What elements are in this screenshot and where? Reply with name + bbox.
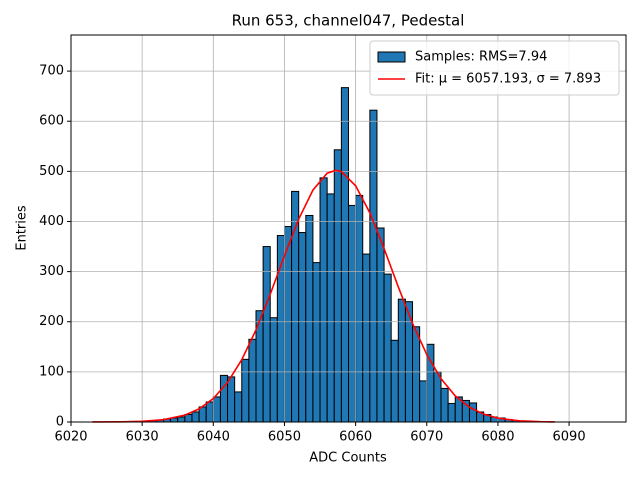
histogram-bar: [283, 225, 293, 423]
histogram-bar: [262, 246, 271, 423]
histogram-bar: [355, 194, 364, 423]
x-tick-label: 6070: [410, 430, 443, 445]
histogram-bar: [397, 298, 406, 423]
histogram-bar: [319, 177, 328, 423]
histogram-bar: [326, 193, 335, 423]
histogram-bar: [234, 391, 243, 423]
histogram-bar: [348, 204, 357, 423]
legend-box: [369, 40, 620, 96]
histogram-bar: [212, 396, 221, 423]
legend-label: Samples: RMS=7.94: [415, 50, 547, 65]
histogram-bar: [269, 317, 278, 423]
histogram-bar: [362, 253, 371, 423]
y-tick-label: 300: [39, 264, 64, 279]
histogram-bar: [305, 214, 314, 423]
histogram-bar: [248, 338, 257, 423]
y-tick-label: 400: [39, 214, 64, 229]
x-tick-label: 6090: [553, 430, 586, 445]
chart-title: Run 653, channel047, Pedestal: [232, 12, 465, 30]
y-tick-label: 700: [39, 64, 64, 79]
x-tick-label: 6060: [339, 430, 372, 445]
x-tick-label: 6040: [197, 430, 230, 445]
y-tick-label: 200: [39, 314, 64, 329]
histogram-bar: [383, 273, 392, 423]
histogram-bar: [390, 339, 399, 423]
histogram-bar: [219, 374, 229, 423]
y-tick-label: 600: [39, 114, 64, 129]
legend-label: Fit: μ = 6057.193, σ = 7.893: [415, 72, 601, 87]
x-tick-label: 6030: [126, 430, 159, 445]
histogram-bar: [312, 262, 321, 423]
y-tick-label: 500: [39, 164, 64, 179]
histogram-bar: [369, 109, 378, 423]
histogram-bar: [468, 402, 478, 423]
y-axis-label: Entries: [15, 205, 30, 251]
histogram-bar: [412, 326, 421, 423]
histogram-bar: [440, 387, 449, 423]
histogram-bar: [177, 416, 186, 423]
y-tick-label: 100: [39, 364, 64, 379]
histogram-bar: [227, 376, 236, 423]
x-tick-label: 6080: [481, 430, 514, 445]
histogram-bar: [419, 380, 428, 423]
histogram-bar: [333, 149, 342, 423]
histogram-bar: [376, 227, 385, 423]
legend-swatch: [377, 51, 406, 63]
histogram-bar: [184, 413, 193, 423]
histogram-bar: [198, 406, 207, 423]
histogram-bar: [205, 401, 214, 423]
histogram-bar: [298, 232, 307, 423]
histogram-bar: [191, 411, 200, 423]
y-tick-label: 0: [56, 415, 64, 430]
histogram-bar: [433, 371, 442, 423]
histogram-bar: [291, 190, 300, 423]
x-tick-label: 6050: [268, 430, 301, 445]
x-tick-label: 6020: [54, 430, 87, 445]
x-axis-label: ADC Counts: [309, 451, 387, 466]
fit-line: [92, 169, 555, 423]
histogram-bar: [241, 358, 250, 423]
histogram-bar: [447, 402, 456, 423]
plot-frame: [70, 34, 627, 423]
